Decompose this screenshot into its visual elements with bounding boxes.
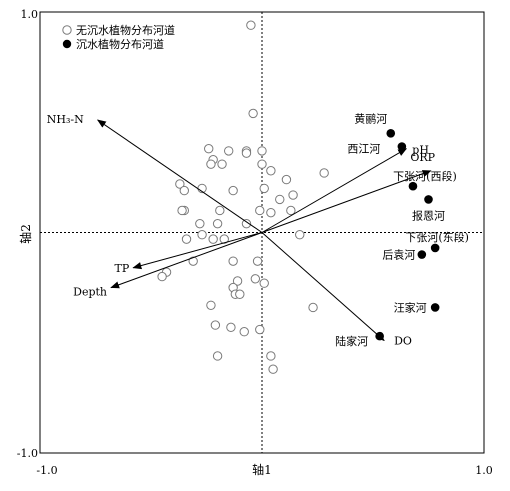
x-tick-left: -1.0 (36, 464, 57, 477)
y-tick-top: 1.0 (21, 8, 39, 21)
filled-point (430, 303, 440, 312)
open-point (255, 205, 265, 216)
open-point (235, 289, 245, 299)
open-point (228, 185, 238, 196)
y-tick-bottom: -1.0 (17, 447, 38, 460)
legend-label-filled: 沉水植物分布河道 (76, 37, 164, 51)
open-point (175, 179, 185, 189)
open-point (239, 327, 249, 337)
filled-point (386, 128, 396, 138)
open-point (248, 108, 258, 119)
open-point (281, 174, 292, 185)
open-point (206, 159, 216, 169)
site-label: 黄鹂河 (354, 111, 387, 125)
open-point (210, 320, 221, 330)
filled-point (430, 243, 440, 253)
vector-arrow (261, 148, 408, 233)
open-point (257, 159, 267, 169)
open-point (252, 256, 263, 266)
vector-label: DO (394, 335, 412, 348)
open-point (215, 205, 225, 216)
open-point (259, 278, 269, 288)
site-label: 西江河 (347, 143, 380, 156)
site-label: 下张河(东段) (405, 230, 469, 244)
legend-open-marker (62, 25, 72, 35)
open-point (308, 302, 318, 313)
open-point (288, 190, 298, 200)
open-point (206, 300, 216, 310)
vector-label: ORP (410, 151, 435, 164)
open-point (224, 146, 234, 156)
site-label: 下张河(西段) (393, 169, 457, 183)
vector-label: NH₃-N (47, 113, 84, 126)
open-point (226, 322, 236, 333)
open-point (212, 351, 223, 361)
filled-point (397, 142, 407, 151)
x-tick-right: 1.0 (475, 464, 493, 477)
open-point (204, 144, 214, 154)
open-point (266, 207, 276, 218)
open-point (208, 234, 218, 244)
open-point (286, 205, 296, 216)
open-point (217, 159, 227, 169)
site-label: 汪家河 (394, 300, 427, 314)
open-point (241, 218, 252, 229)
open-point (266, 166, 276, 176)
open-point (212, 218, 223, 229)
site-label: 后袁河 (382, 249, 415, 262)
vector-arrow (261, 170, 432, 233)
site-label: 陆家河 (335, 334, 368, 348)
legend-filled-marker (62, 39, 72, 49)
open-point (266, 351, 276, 361)
vector-label: TP (114, 262, 129, 275)
filled-point (375, 331, 384, 341)
open-point (275, 194, 285, 205)
open-point (188, 256, 198, 266)
open-point (177, 205, 187, 216)
filled-point (417, 250, 427, 259)
filled-point (424, 195, 433, 204)
open-point (250, 274, 261, 284)
open-point (197, 230, 207, 240)
open-point (228, 256, 238, 266)
legend: 无沉水植物分布河道 沉水植物分布河道 (62, 23, 175, 51)
open-point (179, 185, 190, 196)
vector-label: Depth (73, 286, 107, 299)
open-point (241, 148, 252, 158)
open-point (259, 183, 269, 194)
vector-label: pH (412, 144, 429, 157)
legend-label-open: 无沉水植物分布河道 (76, 23, 175, 37)
open-point (319, 168, 329, 178)
open-point (255, 324, 265, 335)
y-axis-label: 轴2 (18, 224, 33, 244)
open-point (295, 230, 305, 240)
open-point (157, 271, 167, 282)
filled-point (408, 181, 418, 191)
open-point (246, 20, 256, 30)
x-axis-label: 轴1 (252, 462, 272, 477)
vector-arrow (110, 232, 263, 289)
open-point (181, 234, 192, 244)
vector-arrow (261, 232, 385, 342)
open-point (232, 276, 243, 286)
open-point (268, 364, 278, 374)
vector-arrow (96, 119, 263, 233)
open-point (195, 218, 205, 229)
site-label: 报恩河 (412, 208, 445, 222)
open-point-group (157, 20, 329, 374)
vector-arrow (132, 232, 263, 270)
open-point (257, 146, 267, 156)
